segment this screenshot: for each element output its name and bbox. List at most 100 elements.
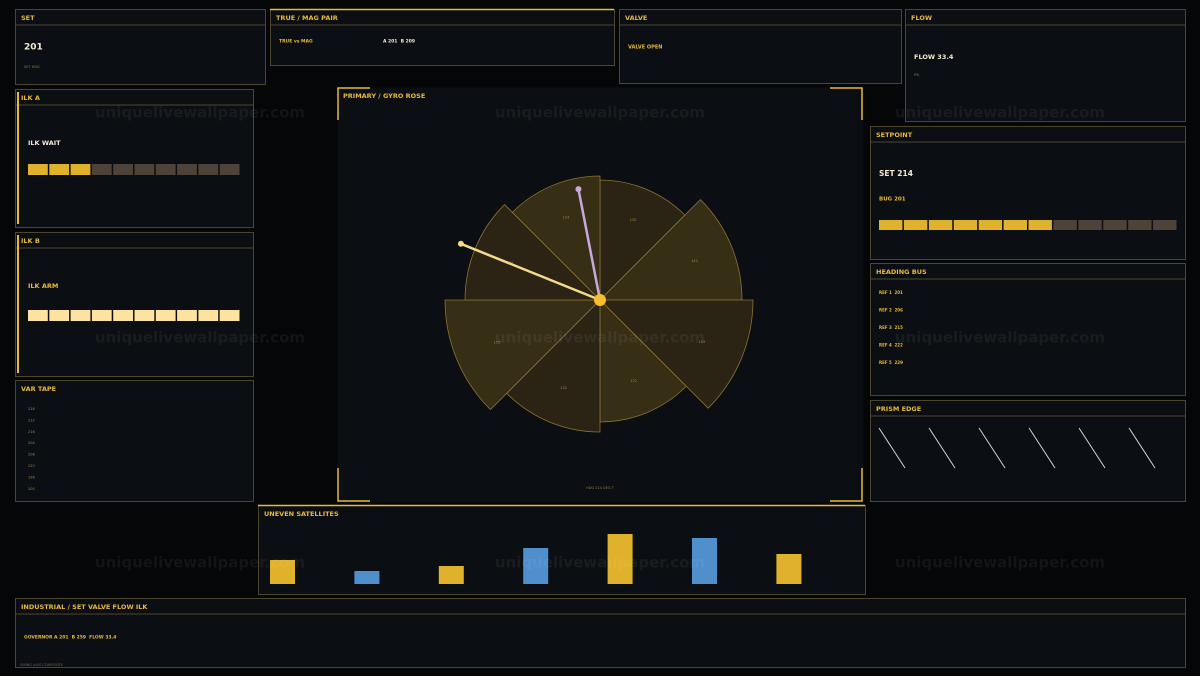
readout: SET 214 (879, 169, 913, 178)
panel (15, 598, 1186, 668)
rose-sector (506, 299, 601, 433)
tape-label: 204 (28, 441, 35, 445)
bus-row: REF 1 201 (879, 290, 903, 295)
label: TRUE vs MAG (279, 39, 313, 45)
tape-label: 196 (28, 475, 35, 479)
panel-title: ILK B (21, 237, 40, 245)
bar (776, 554, 802, 584)
panel (870, 263, 1186, 396)
segment (70, 310, 91, 321)
sector-label: 122 (630, 379, 637, 383)
sector-label: 153 (698, 340, 705, 344)
segment (155, 164, 176, 175)
segment (49, 310, 70, 321)
rose-sector (599, 299, 754, 409)
watermark: uniquelivewallpaper.com (895, 104, 1105, 122)
segment (953, 220, 978, 230)
corner-bracket (337, 468, 370, 502)
segment (177, 164, 197, 175)
watermark: uniquelivewallpaper.com (95, 104, 305, 122)
watermark: uniquelivewallpaper.com (95, 554, 305, 572)
segment (113, 164, 133, 175)
segment (1053, 220, 1077, 230)
panel-title: UNEVEN SATELLITES (264, 510, 339, 518)
rose-sector (444, 299, 601, 411)
segment (928, 220, 953, 230)
caption: PSI (914, 73, 919, 77)
segment (879, 220, 903, 230)
bar (692, 538, 717, 584)
watermark: uniquelivewallpaper.com (495, 554, 705, 572)
panel-title: HEADING BUS (876, 268, 927, 276)
segment (1103, 220, 1127, 230)
bus-row: REF 2 206 (879, 308, 903, 313)
rose-sector (599, 299, 687, 423)
watermark: uniquelivewallpaper.com (895, 554, 1105, 572)
readout: A 201 B 209 (383, 39, 415, 45)
bar (354, 571, 380, 584)
segment (1003, 220, 1027, 230)
status: ILK ARM (28, 282, 58, 290)
tape-label: 212 (28, 418, 35, 422)
needle-tip (457, 240, 464, 247)
caption: SET HDG (24, 65, 40, 69)
panel (270, 9, 615, 66)
panel (870, 126, 1186, 260)
segment (91, 310, 112, 321)
set-value: 201 (24, 43, 43, 53)
panel (15, 380, 254, 502)
panel (258, 505, 866, 595)
panel (619, 9, 902, 84)
prism-edge (1128, 427, 1156, 469)
status: VALVE OPEN (628, 45, 662, 51)
needle (577, 188, 602, 301)
sector-label: 155 (494, 341, 501, 345)
segment (219, 310, 240, 321)
bus-row: REF 5 229 (879, 360, 903, 365)
rose-sector (599, 199, 743, 301)
needle-tip (575, 186, 582, 193)
bus-row: REF 4 222 (879, 343, 903, 348)
panel (905, 9, 1186, 122)
corner-bracket (830, 468, 863, 502)
segment (177, 310, 197, 321)
caption: SWING AXIS COMPOSITE (20, 663, 63, 667)
panel (15, 89, 254, 228)
panel-title: SETPOINT (876, 131, 913, 139)
segment (134, 310, 155, 321)
readout: GOVERNOR A 201 B 259 FLOW 33.4 (24, 635, 116, 641)
segment (70, 164, 91, 175)
segment (155, 310, 176, 321)
panel-title: FLOW (911, 14, 932, 22)
panel-title: VAR TAPE (21, 385, 56, 393)
segment (1078, 220, 1102, 230)
panel-title: VALVE (625, 14, 647, 22)
status: ILK WAIT (28, 139, 61, 147)
panel-title: ILK A (21, 94, 40, 102)
bar (523, 548, 549, 584)
sector-label: 142 (691, 259, 698, 263)
panel (15, 232, 254, 377)
panel (870, 400, 1186, 502)
watermark: uniquelivewallpaper.com (495, 104, 705, 122)
sector-label: 132 (560, 386, 567, 390)
panel (15, 9, 266, 85)
prism-edge (1078, 427, 1106, 469)
bus-row: REF 3 215 (879, 325, 903, 330)
sector-label: 120 (630, 218, 637, 222)
needle (460, 242, 601, 302)
segment (198, 164, 219, 175)
tape-label: 200 (28, 487, 35, 491)
watermark: uniquelivewallpaper.com (495, 329, 705, 347)
watermark: uniquelivewallpaper.com (895, 329, 1105, 347)
prism-edge (928, 427, 956, 469)
bar (607, 534, 633, 584)
tape-label: 218 (28, 407, 35, 411)
rose-sector (511, 175, 601, 301)
panel-title: INDUSTRIAL / SET VALVE FLOW ILK (21, 603, 148, 611)
bar (270, 560, 295, 584)
bar (438, 566, 464, 584)
tape-label: 216 (28, 430, 35, 434)
segment (1028, 220, 1052, 230)
panel-title: SET (21, 14, 35, 22)
